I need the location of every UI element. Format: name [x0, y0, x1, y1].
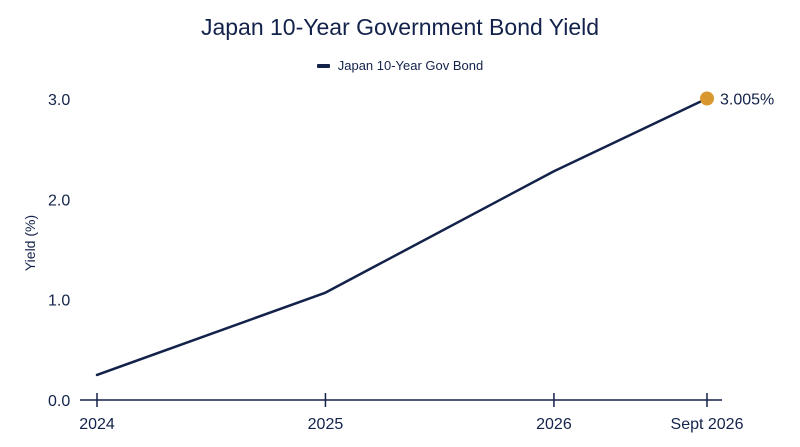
x-tick-label-2: 2026 — [536, 416, 572, 433]
legend-label: Japan 10-Year Gov Bond — [337, 58, 484, 73]
x-tick-label-3: Sept 2026 — [671, 416, 744, 433]
legend-swatch — [316, 63, 330, 68]
data-label-0: 3.005% — [720, 91, 774, 108]
y-tick-label-1: 1.0 — [48, 293, 70, 310]
x-tick-label-1: 2025 — [308, 416, 344, 433]
y-tick-label-3: 3.0 — [48, 92, 70, 109]
y-axis-label: Yield (%) — [22, 215, 38, 271]
highlight-marker-0 — [700, 91, 714, 106]
chart-title: Japan 10-Year Government Bond Yield — [200, 14, 600, 40]
y-tick-label-2: 2.0 — [48, 192, 70, 209]
y-tick-label-0: 0.0 — [48, 393, 70, 410]
legend: Japan 10-Year Gov Bond — [0, 58, 800, 73]
series-line-0 — [95, 97, 709, 377]
x-tick-label-0: 2024 — [79, 416, 115, 433]
